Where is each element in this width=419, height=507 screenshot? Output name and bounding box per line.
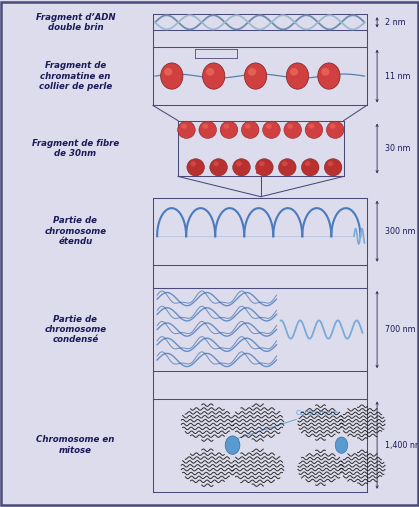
- Ellipse shape: [326, 121, 344, 138]
- Ellipse shape: [290, 68, 298, 76]
- Ellipse shape: [287, 124, 293, 129]
- Ellipse shape: [202, 63, 225, 89]
- Ellipse shape: [181, 124, 187, 129]
- Text: 2 nm: 2 nm: [385, 18, 406, 27]
- Text: Fragment d’ADN
double brin: Fragment d’ADN double brin: [36, 13, 115, 32]
- Ellipse shape: [263, 121, 280, 138]
- Text: 700 nm: 700 nm: [385, 325, 416, 334]
- Ellipse shape: [256, 159, 273, 176]
- Ellipse shape: [164, 68, 172, 76]
- Ellipse shape: [225, 436, 240, 454]
- Ellipse shape: [321, 68, 329, 76]
- Ellipse shape: [266, 124, 272, 129]
- Text: Fragment de fibre
de 30nm: Fragment de fibre de 30nm: [32, 139, 119, 158]
- Ellipse shape: [256, 170, 260, 174]
- Ellipse shape: [259, 161, 265, 166]
- Ellipse shape: [206, 68, 214, 76]
- Ellipse shape: [301, 159, 319, 176]
- Text: Partie de
chromosome
condensé: Partie de chromosome condensé: [44, 315, 106, 344]
- Ellipse shape: [210, 159, 228, 176]
- Text: 30 nm: 30 nm: [385, 144, 411, 153]
- Ellipse shape: [256, 166, 260, 170]
- Ellipse shape: [244, 63, 267, 89]
- Text: Centromere: Centromere: [235, 410, 339, 439]
- Ellipse shape: [308, 124, 314, 129]
- Ellipse shape: [262, 166, 266, 170]
- Ellipse shape: [284, 121, 302, 138]
- Ellipse shape: [213, 161, 219, 166]
- Text: 1,400 nm: 1,400 nm: [385, 441, 419, 450]
- Ellipse shape: [245, 124, 251, 129]
- Ellipse shape: [160, 63, 183, 89]
- Ellipse shape: [220, 121, 238, 138]
- Ellipse shape: [248, 68, 256, 76]
- Ellipse shape: [199, 121, 217, 138]
- Text: Fragment de
chromatine en
collier de perle: Fragment de chromatine en collier de per…: [39, 61, 112, 91]
- Ellipse shape: [178, 121, 195, 138]
- Ellipse shape: [328, 161, 334, 166]
- Ellipse shape: [259, 166, 263, 170]
- Ellipse shape: [279, 159, 296, 176]
- Ellipse shape: [223, 124, 229, 129]
- Ellipse shape: [259, 170, 263, 174]
- Ellipse shape: [262, 170, 266, 174]
- Ellipse shape: [324, 159, 342, 176]
- Ellipse shape: [241, 121, 259, 138]
- Ellipse shape: [305, 161, 310, 166]
- Ellipse shape: [187, 159, 204, 176]
- Text: 300 nm: 300 nm: [385, 227, 416, 236]
- Ellipse shape: [318, 63, 340, 89]
- Ellipse shape: [286, 63, 309, 89]
- Ellipse shape: [233, 159, 250, 176]
- Ellipse shape: [305, 121, 323, 138]
- Ellipse shape: [236, 161, 242, 166]
- Ellipse shape: [190, 161, 196, 166]
- Ellipse shape: [202, 124, 208, 129]
- Ellipse shape: [282, 161, 288, 166]
- Text: Partie de
chromosome
étendu: Partie de chromosome étendu: [44, 216, 106, 246]
- Text: Chromosome en
mitose: Chromosome en mitose: [36, 436, 115, 455]
- Text: 11 nm: 11 nm: [385, 71, 411, 81]
- Ellipse shape: [330, 124, 336, 129]
- Ellipse shape: [335, 437, 348, 453]
